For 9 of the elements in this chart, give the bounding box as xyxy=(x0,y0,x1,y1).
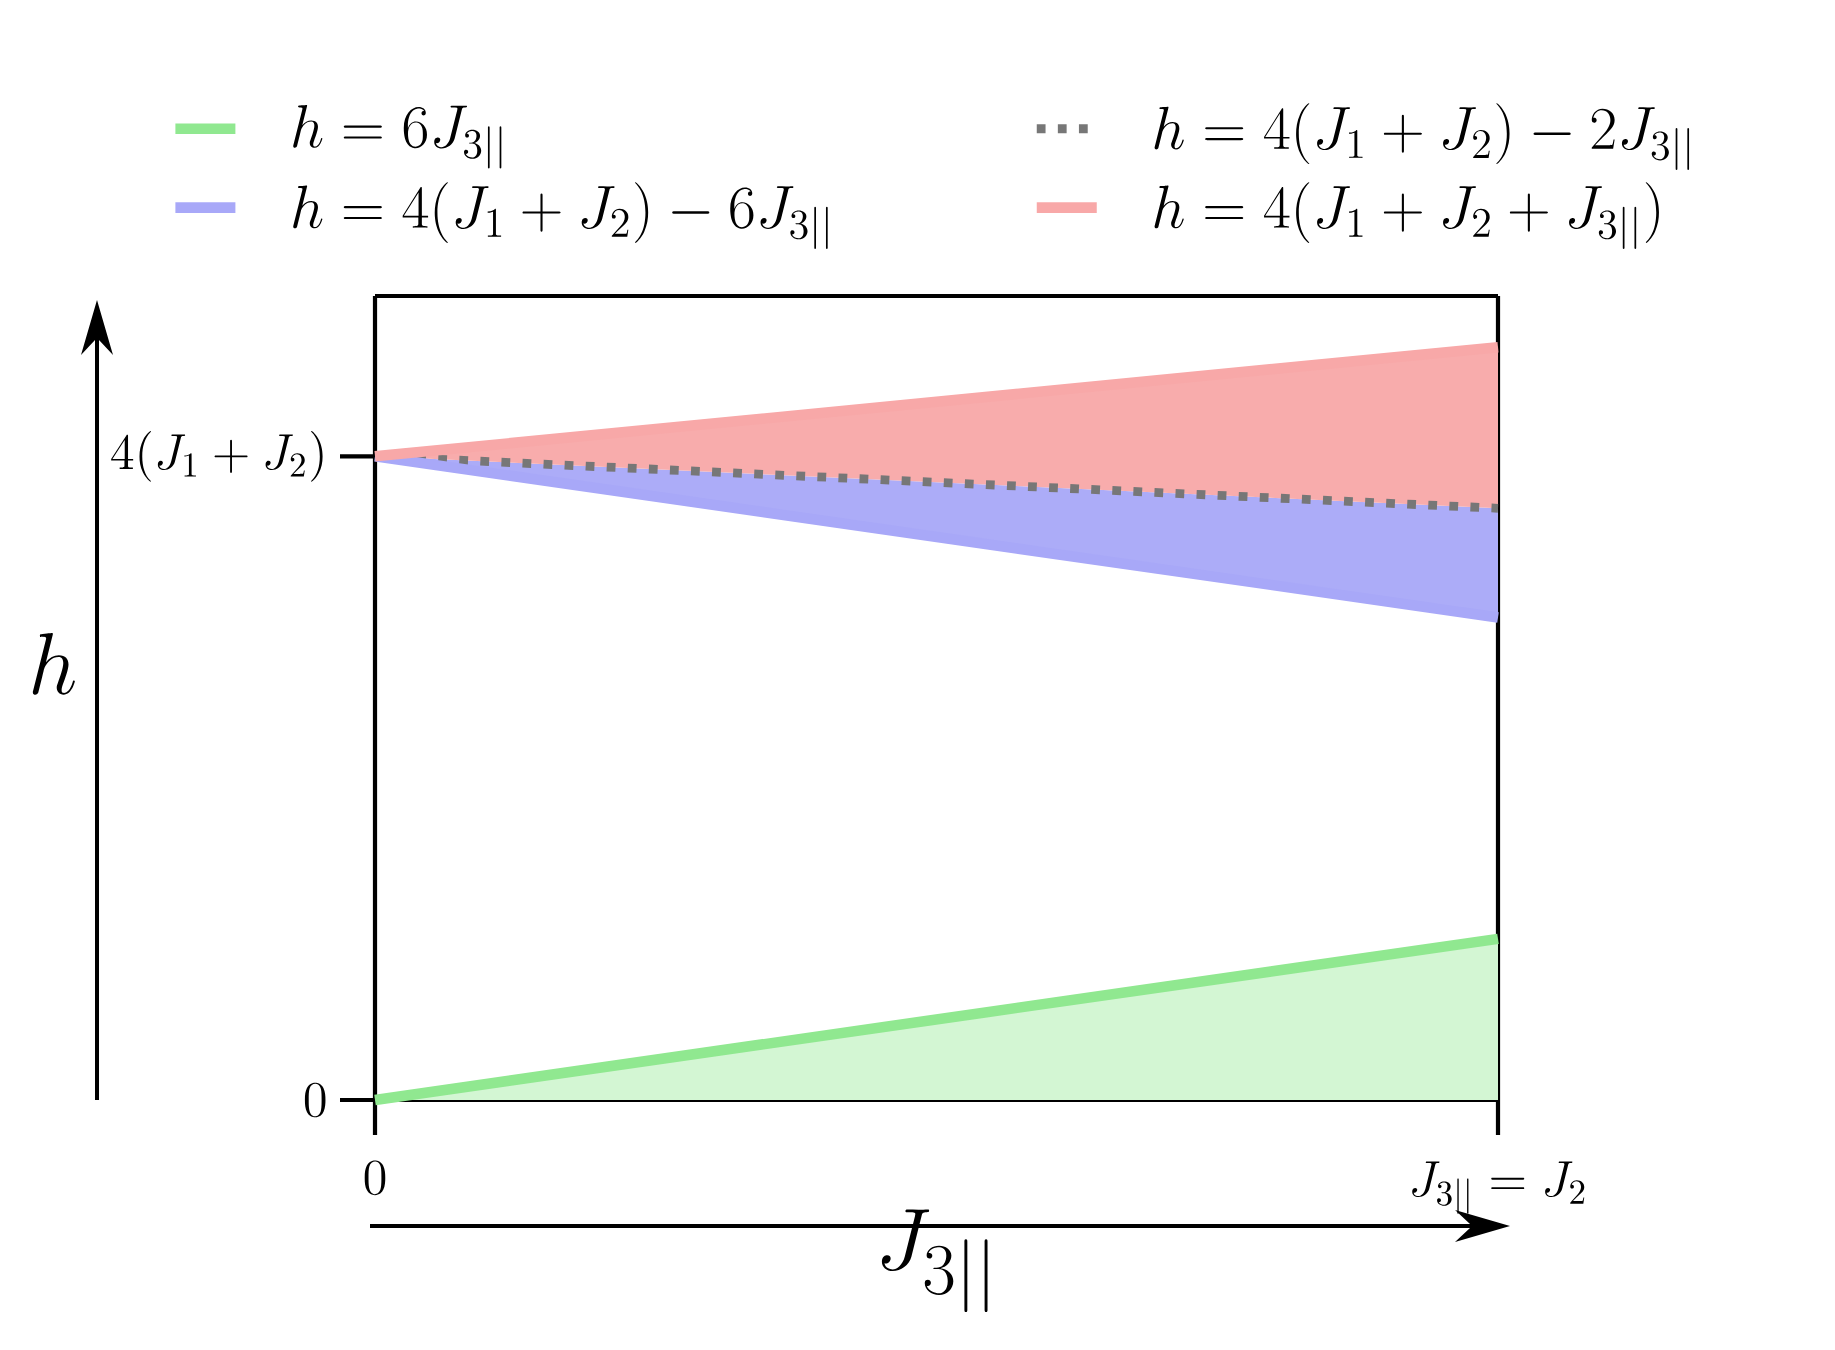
annotation: $4(J_1 + J_2)$ xyxy=(111,431,323,482)
legend-label: $h = 4(J_1 + J_2 + J_{3||})$ xyxy=(1154,182,1659,249)
annotation: $0$ xyxy=(304,1082,326,1118)
x-tick-label: $J_{3||} = J_2$ xyxy=(1412,1161,1585,1214)
legend-label: $h = 4(J_1 + J_2) - 2J_{3||}$ xyxy=(1154,103,1690,171)
y-axis-title: $h$ xyxy=(32,633,75,695)
legend-label: $h = 6J_{3||}$ xyxy=(293,105,502,169)
x-axis-title: $J_{3||}$ xyxy=(881,1209,988,1313)
legend-label: $h = 4(J_1 + J_2) - 6J_{3||}$ xyxy=(293,182,828,249)
